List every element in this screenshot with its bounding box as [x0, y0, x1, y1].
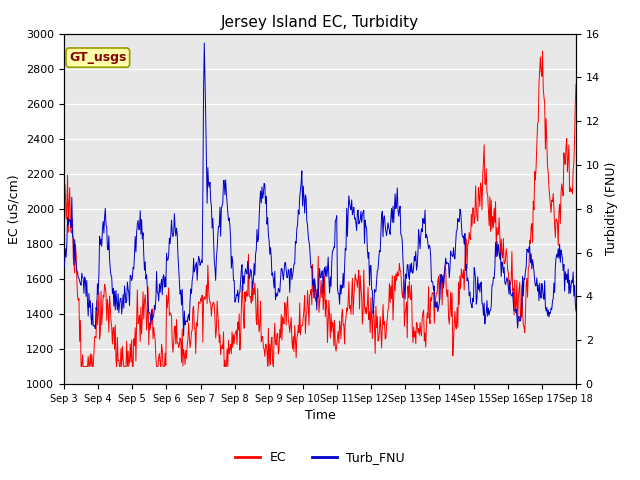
Y-axis label: EC (uS/cm): EC (uS/cm) [8, 174, 20, 244]
Title: Jersey Island EC, Turbidity: Jersey Island EC, Turbidity [221, 15, 419, 30]
Y-axis label: Turbidity (FNU): Turbidity (FNU) [605, 162, 618, 255]
Text: GT_usgs: GT_usgs [69, 51, 127, 64]
Legend: EC, Turb_FNU: EC, Turb_FNU [230, 446, 410, 469]
X-axis label: Time: Time [305, 409, 335, 422]
